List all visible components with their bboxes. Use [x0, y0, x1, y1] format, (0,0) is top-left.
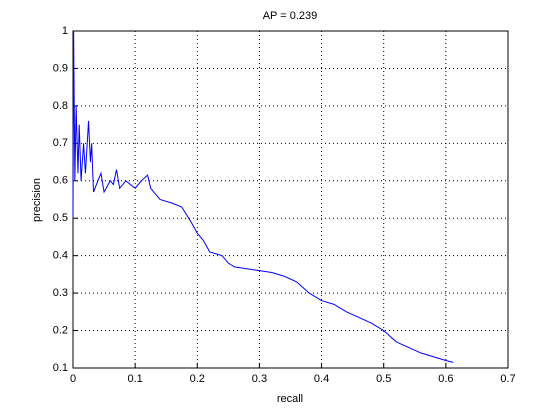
y-tick-label: 1 [62, 25, 68, 37]
x-tick-label: 0.3 [252, 373, 267, 385]
x-tick-label: 0.2 [190, 373, 205, 385]
plot-area [73, 31, 508, 368]
y-tick-label: 0.4 [53, 250, 68, 262]
y-tick-label: 0.5 [53, 212, 68, 224]
y-tick-label: 0.1 [53, 362, 68, 374]
x-tick-label: 0.7 [500, 373, 515, 385]
x-tick-label: 0.4 [314, 373, 329, 385]
chart-title: AP = 0.239 [263, 10, 318, 22]
y-tick-label: 0.8 [53, 100, 68, 112]
y-tick-label: 0.9 [53, 62, 68, 74]
x-tick-label: 0 [70, 373, 76, 385]
y-tick-label: 0.7 [53, 137, 68, 149]
x-tick-label: 0.1 [127, 373, 142, 385]
y-axis-label: precision [31, 178, 43, 222]
y-tick-label: 0.6 [53, 175, 68, 187]
y-tick-label: 0.3 [53, 287, 68, 299]
y-tick-label: 0.2 [53, 324, 68, 336]
x-tick-label: 0.5 [376, 373, 391, 385]
x-tick-label: 0.6 [438, 373, 453, 385]
pr-curve [72, 30, 454, 363]
x-axis-label: recall [277, 393, 303, 405]
